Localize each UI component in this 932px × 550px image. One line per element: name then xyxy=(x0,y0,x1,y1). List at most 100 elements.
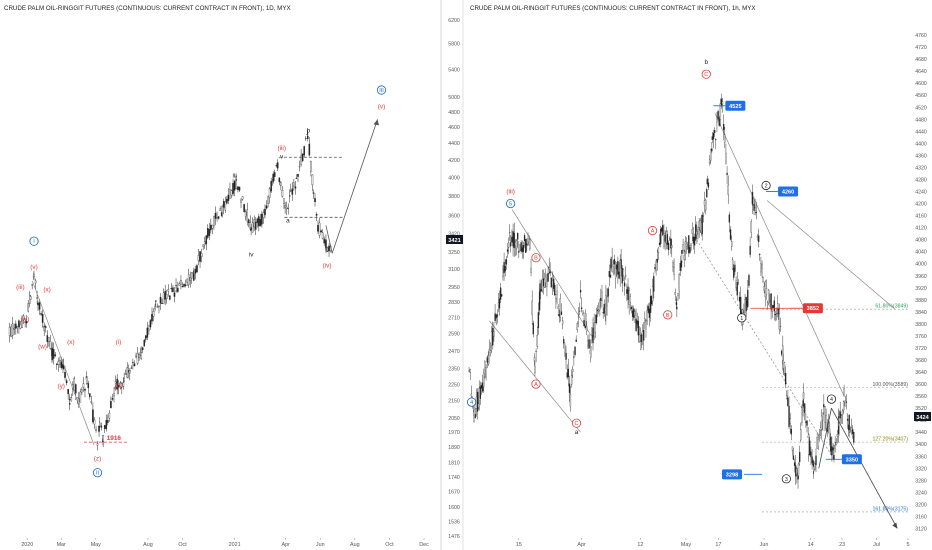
candle-body[interactable] xyxy=(846,418,849,421)
candle-body[interactable] xyxy=(525,239,527,253)
candle-body[interactable] xyxy=(627,286,629,300)
candle-body[interactable] xyxy=(199,251,201,262)
candle-body[interactable] xyxy=(240,199,242,203)
candle-body[interactable] xyxy=(151,314,153,322)
candle-body[interactable] xyxy=(510,242,512,247)
candle-body[interactable] xyxy=(18,320,20,327)
candle-body[interactable] xyxy=(636,320,638,325)
candle-body[interactable] xyxy=(582,310,584,314)
candle-body[interactable] xyxy=(550,277,552,288)
candle-body[interactable] xyxy=(590,346,592,358)
candle-body[interactable] xyxy=(552,278,555,289)
candle-body[interactable] xyxy=(501,294,503,297)
candle-body[interactable] xyxy=(853,432,855,443)
candle-body[interactable] xyxy=(570,375,573,385)
candle-body[interactable] xyxy=(726,172,728,175)
candle-body[interactable] xyxy=(133,363,136,367)
candle-body[interactable] xyxy=(82,383,85,388)
candle-body[interactable] xyxy=(114,381,117,384)
candle-body[interactable] xyxy=(598,309,600,312)
candle-body[interactable] xyxy=(43,326,45,331)
candle-body[interactable] xyxy=(221,205,223,214)
candle-body[interactable] xyxy=(68,403,71,405)
candle-body[interactable] xyxy=(141,347,144,351)
candle-body[interactable] xyxy=(572,368,574,372)
candle-body[interactable] xyxy=(121,383,123,388)
candle-body[interactable] xyxy=(489,350,492,354)
candle-body[interactable] xyxy=(246,209,248,222)
candle-body[interactable] xyxy=(706,178,708,185)
candle-body[interactable] xyxy=(843,388,845,397)
candle-body[interactable] xyxy=(586,326,588,332)
candle-body[interactable] xyxy=(672,262,674,268)
candle-body[interactable] xyxy=(665,231,667,244)
candle-body[interactable] xyxy=(258,216,260,227)
candle-body[interactable] xyxy=(490,331,493,346)
candle-body[interactable] xyxy=(578,310,581,312)
candle-body[interactable] xyxy=(506,249,509,252)
candle-body[interactable] xyxy=(250,227,252,231)
candle-body[interactable] xyxy=(815,455,817,466)
candle-body[interactable] xyxy=(494,313,496,321)
candle-body[interactable] xyxy=(671,245,673,248)
candle-body[interactable] xyxy=(706,189,708,198)
candle-body[interactable] xyxy=(661,227,663,232)
candle-body[interactable] xyxy=(543,278,546,288)
candle-body[interactable] xyxy=(811,456,813,464)
candle-body[interactable] xyxy=(682,244,684,251)
candle-body[interactable] xyxy=(484,361,486,377)
candle-body[interactable] xyxy=(556,290,558,295)
candle-body[interactable] xyxy=(576,323,578,331)
candle-body[interactable] xyxy=(51,347,53,360)
candle-body[interactable] xyxy=(307,135,309,139)
candle-body[interactable] xyxy=(610,258,612,268)
right-chart-panel[interactable]: CRUDE PALM OIL-RINGGIT FUTURES (CONTINUO… xyxy=(467,5,931,548)
candle-body[interactable] xyxy=(57,360,60,365)
candle-body[interactable] xyxy=(149,320,152,328)
candle-body[interactable] xyxy=(136,353,139,364)
candle-body[interactable] xyxy=(640,334,643,343)
candle-body[interactable] xyxy=(502,269,504,277)
candle-body[interactable] xyxy=(607,288,609,297)
candle-body[interactable] xyxy=(805,421,807,423)
candle-body[interactable] xyxy=(95,429,97,431)
candle-body[interactable] xyxy=(119,382,122,387)
candle-body[interactable] xyxy=(140,352,142,359)
candle-body[interactable] xyxy=(721,101,724,105)
candle-body[interactable] xyxy=(697,229,699,234)
candle-body[interactable] xyxy=(320,230,322,233)
candle-body[interactable] xyxy=(130,367,133,369)
candle-body[interactable] xyxy=(180,280,182,285)
candle-body[interactable] xyxy=(54,354,57,356)
candle-body[interactable] xyxy=(545,276,547,283)
candle-body[interactable] xyxy=(158,305,160,308)
candle-body[interactable] xyxy=(775,313,778,314)
candle-body[interactable] xyxy=(618,271,620,279)
candle-body[interactable] xyxy=(284,205,286,208)
candle-body[interactable] xyxy=(154,305,156,310)
candle-body[interactable] xyxy=(513,232,515,249)
candle-body[interactable] xyxy=(554,285,556,296)
candle-body[interactable] xyxy=(839,411,841,419)
candle-body[interactable] xyxy=(654,267,656,269)
candle-body[interactable] xyxy=(517,233,519,240)
candle-body[interactable] xyxy=(705,199,707,211)
candle-body[interactable] xyxy=(520,242,522,251)
candle-body[interactable] xyxy=(753,204,755,211)
candle-body[interactable] xyxy=(715,139,717,141)
candle-body[interactable] xyxy=(681,250,683,254)
candle-body[interactable] xyxy=(551,280,554,286)
candle-body[interactable] xyxy=(623,282,626,287)
candle-body[interactable] xyxy=(237,186,239,190)
candle-body[interactable] xyxy=(211,224,214,229)
candle-body[interactable] xyxy=(485,366,487,378)
candle-body[interactable] xyxy=(692,236,695,244)
candle-body[interactable] xyxy=(265,205,268,209)
candle-body[interactable] xyxy=(611,256,613,272)
candle-body[interactable] xyxy=(503,262,505,274)
right-plot-area[interactable]: 61.80%(3849)100.00%(3589)127.20%(3407)16… xyxy=(467,59,910,529)
candle-body[interactable] xyxy=(595,314,598,324)
candle-body[interactable] xyxy=(620,259,622,269)
candle-body[interactable] xyxy=(845,401,848,403)
candle-body[interactable] xyxy=(90,401,93,403)
